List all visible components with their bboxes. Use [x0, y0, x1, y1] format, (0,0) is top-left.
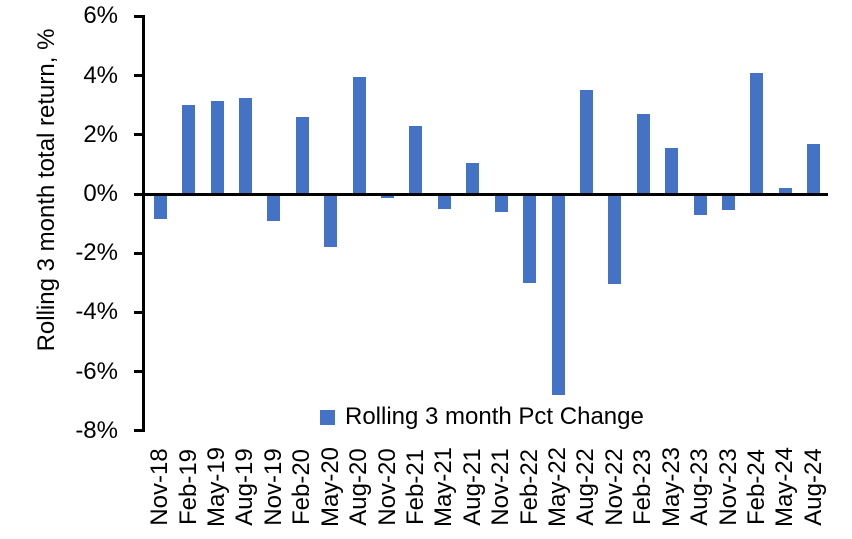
x-tick-label: Feb-21	[401, 448, 429, 526]
x-tick-label: May-24	[771, 446, 799, 528]
y-tick-label: 4%	[83, 61, 118, 89]
bar-may-22	[551, 194, 565, 396]
x-tick-label: Nov-23	[714, 448, 742, 526]
bar-aug-19	[238, 97, 252, 194]
x-tick-label: Nov-22	[600, 448, 628, 526]
bar-feb-23	[636, 114, 650, 194]
bar-nov-21	[494, 194, 508, 212]
y-tick-mark	[134, 192, 145, 196]
bar-nov-18	[153, 194, 167, 220]
x-tick-label: Nov-21	[487, 448, 515, 526]
x-tick-label: Feb-23	[629, 448, 657, 526]
bar-may-23	[665, 148, 679, 194]
y-tick-label: 2%	[83, 120, 118, 148]
x-tick-label: Aug-23	[686, 448, 714, 526]
bar-may-24	[778, 188, 792, 194]
y-tick-label: -6%	[75, 357, 118, 385]
x-tick-label: Feb-24	[742, 448, 770, 526]
x-axis-zero-line	[142, 192, 828, 196]
legend-color-swatch	[320, 410, 335, 425]
x-tick-label: Aug-21	[458, 448, 486, 526]
x-tick-label: May-23	[657, 446, 685, 528]
x-tick-label: Aug-20	[345, 448, 373, 526]
y-tick-label: -8%	[75, 416, 118, 444]
x-tick-label: Nov-20	[373, 448, 401, 526]
bar-aug-24	[807, 143, 821, 194]
y-tick-mark	[134, 251, 145, 255]
x-tick-label: May-20	[316, 446, 344, 528]
y-tick-mark	[134, 14, 145, 18]
y-tick-mark	[134, 74, 145, 78]
bar-feb-24	[750, 72, 764, 194]
bar-nov-20	[381, 194, 395, 199]
x-tick-label: May-19	[203, 446, 231, 528]
x-tick-label: Nov-19	[259, 448, 287, 526]
y-tick-mark	[134, 370, 145, 374]
bar-nov-19	[267, 194, 281, 221]
bar-aug-21	[466, 162, 480, 194]
y-tick-label: 6%	[83, 2, 118, 30]
x-tick-label: May-22	[544, 446, 572, 528]
bar-aug-23	[693, 194, 707, 215]
x-tick-label: Aug-24	[799, 448, 827, 526]
bar-nov-22	[608, 194, 622, 285]
y-tick-mark	[134, 310, 145, 314]
y-axis-line	[142, 14, 145, 433]
x-tick-label: May-21	[430, 446, 458, 528]
x-tick-label: Aug-19	[231, 448, 259, 526]
y-tick-mark	[134, 429, 145, 433]
bar-nov-23	[722, 194, 736, 211]
y-tick-label: -4%	[75, 298, 118, 326]
bar-feb-19	[182, 105, 196, 194]
bar-aug-22	[579, 90, 593, 194]
x-tick-label: Feb-20	[288, 448, 316, 526]
bar-may-19	[210, 100, 224, 194]
bar-feb-22	[523, 194, 537, 283]
legend-label: Rolling 3 month Pct Change	[345, 403, 644, 430]
bar-may-20	[324, 194, 338, 248]
bar-feb-20	[295, 117, 309, 194]
bar-aug-20	[352, 77, 366, 194]
x-tick-label: Feb-19	[174, 448, 202, 526]
bar-feb-21	[409, 125, 423, 194]
bar-may-21	[437, 194, 451, 209]
x-tick-label: Aug-22	[572, 448, 600, 526]
x-tick-label: Nov-18	[146, 448, 174, 526]
x-tick-label: Feb-22	[515, 448, 543, 526]
y-tick-mark	[134, 133, 145, 137]
y-tick-label: -2%	[75, 239, 118, 267]
y-tick-label: 0%	[83, 180, 118, 207]
legend: Rolling 3 month Pct Change	[320, 403, 644, 431]
